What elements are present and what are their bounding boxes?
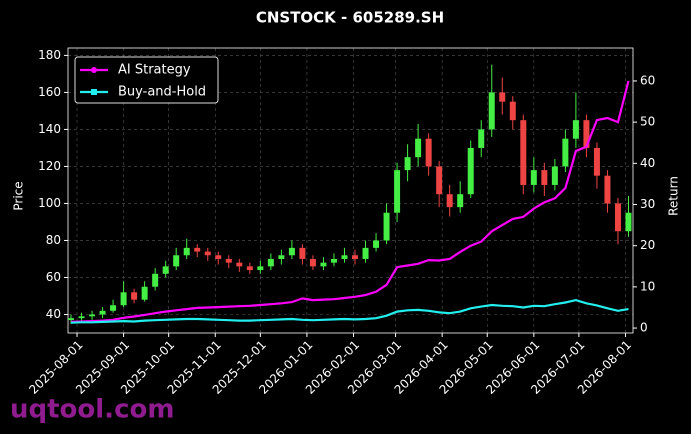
candle-body xyxy=(404,157,411,171)
candle-body xyxy=(530,170,537,185)
y2-tick-label: 40 xyxy=(640,156,655,170)
candle-body xyxy=(478,129,485,148)
candle-body xyxy=(309,258,316,267)
candle-body xyxy=(204,251,211,256)
y2-tick-label: 30 xyxy=(640,197,655,211)
candle-body xyxy=(120,292,127,306)
y2-tick-label: 60 xyxy=(640,73,655,87)
candle-body xyxy=(541,170,548,185)
candle-body xyxy=(383,212,390,241)
y-tick-label: 180 xyxy=(38,48,61,62)
candle-body xyxy=(362,247,369,259)
candle-body xyxy=(89,314,96,317)
candle-body xyxy=(257,266,264,271)
candle-body xyxy=(352,255,359,259)
candle-body xyxy=(183,247,190,256)
candle-body xyxy=(425,138,432,167)
y-tick-label: 140 xyxy=(38,122,61,136)
legend-marker xyxy=(91,67,97,73)
candle-body xyxy=(341,255,348,259)
y2-tick-label: 20 xyxy=(640,238,655,252)
candle-body xyxy=(604,175,611,204)
y-axis-label: Price xyxy=(12,181,26,210)
legend-marker xyxy=(91,89,97,95)
chart-title: CNSTOCK - 605289.SH xyxy=(256,9,444,27)
y2-tick-label: 0 xyxy=(640,321,648,335)
candle-body xyxy=(499,92,506,102)
candle-body xyxy=(446,194,453,208)
candle-body xyxy=(110,305,117,311)
y-tick-label: 100 xyxy=(38,196,61,210)
candle-body xyxy=(593,147,600,176)
plot-frame xyxy=(67,47,634,334)
legend-box xyxy=(74,56,219,104)
candle-body xyxy=(131,292,138,300)
candle-body xyxy=(246,266,253,271)
candle-body xyxy=(614,203,621,232)
legend-label: Buy-and-Hold xyxy=(118,85,206,100)
candle-body xyxy=(394,170,401,213)
candle-body xyxy=(520,120,527,185)
candle-body xyxy=(373,240,380,248)
candle-body xyxy=(330,258,337,263)
candle-body xyxy=(509,101,516,121)
candle-body xyxy=(236,262,243,267)
candle-body xyxy=(457,194,464,208)
candle-body xyxy=(467,147,474,195)
y2-tick-label: 10 xyxy=(640,279,655,293)
candle-body xyxy=(436,166,443,195)
legend: AI Strategy Buy-and-Hold xyxy=(74,56,219,104)
candle-body xyxy=(173,255,180,267)
y-tick-label: 40 xyxy=(46,307,61,321)
y-tick-label: 120 xyxy=(38,159,61,173)
candle-body xyxy=(278,255,285,259)
candle-body xyxy=(141,286,148,300)
candle-body xyxy=(583,120,590,148)
y2-tick-label: 50 xyxy=(640,115,655,129)
candle-body xyxy=(99,310,106,315)
candle-body xyxy=(288,247,295,256)
candle-body xyxy=(320,262,327,267)
return-line xyxy=(70,298,629,324)
legend-label: AI Strategy xyxy=(118,63,191,78)
candle-body xyxy=(299,247,306,259)
y-tick-label: 160 xyxy=(38,85,61,99)
return-line xyxy=(70,80,630,323)
candle-body xyxy=(68,318,75,321)
candle-body xyxy=(152,273,159,287)
candle-body xyxy=(625,212,632,232)
watermark: uqtool.com xyxy=(10,395,174,425)
candle-body xyxy=(194,247,201,252)
candle-body xyxy=(551,166,558,185)
candle-body xyxy=(415,138,422,158)
candle-body xyxy=(162,266,169,274)
y2-axis-label: Return xyxy=(667,176,681,216)
candle-body xyxy=(78,316,85,319)
y-tick-label: 80 xyxy=(46,233,61,247)
y-tick-label: 60 xyxy=(46,270,61,284)
candle-body xyxy=(572,120,579,139)
candle-body xyxy=(225,258,232,263)
candle-body xyxy=(215,255,222,259)
candle-body xyxy=(488,92,495,130)
candle-body xyxy=(562,138,569,167)
candle-body xyxy=(267,258,274,267)
